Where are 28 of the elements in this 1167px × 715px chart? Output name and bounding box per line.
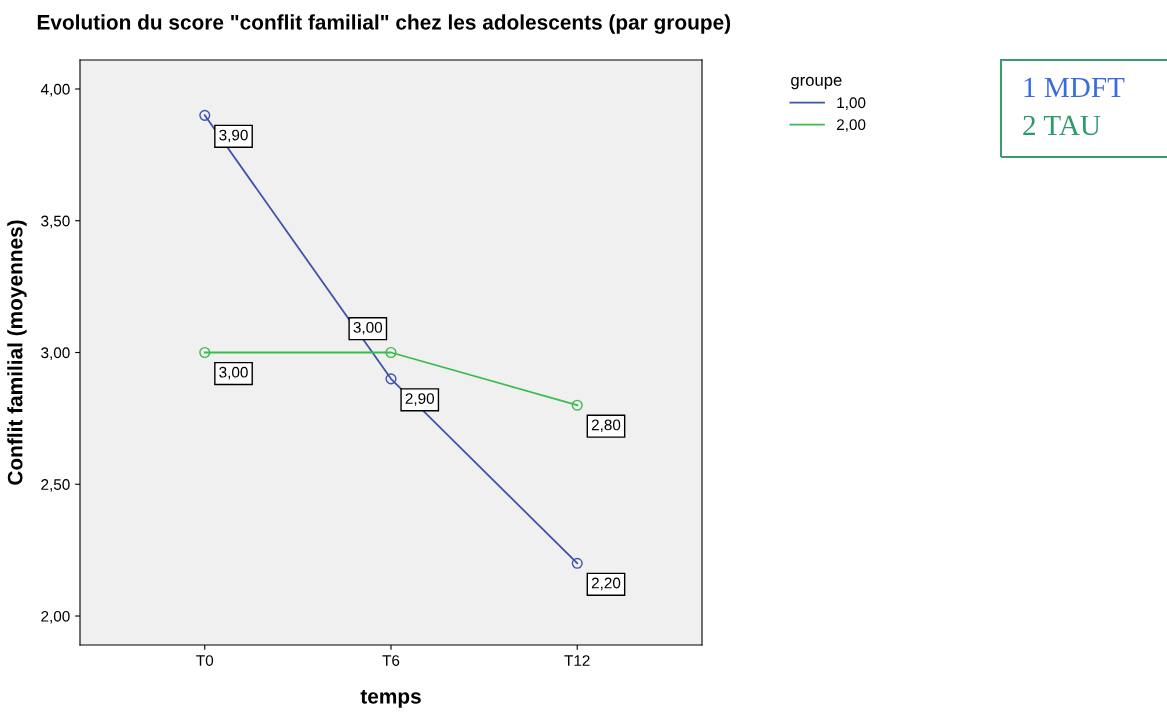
legend-label: 2,00 <box>836 119 866 132</box>
data-label: 2,20 <box>591 577 621 591</box>
chart-title: Evolution du score "conflit familial" chez les adolescents (par groupe) <box>37 14 731 34</box>
point <box>571 557 583 569</box>
legend-label: 1,00 <box>837 97 866 110</box>
point <box>571 399 583 411</box>
y-axis-title: Conflit familial (moyennes) <box>7 220 27 485</box>
data-label: 2,80 <box>591 419 621 433</box>
point <box>199 109 211 121</box>
y-tick-label: 2,50 <box>41 479 70 492</box>
y-tick-label: 3,00 <box>41 347 70 360</box>
x-tick-label: T6 <box>382 655 400 666</box>
x-axis-title: temps <box>360 689 421 708</box>
y-tick-label: 3,50 <box>41 215 70 229</box>
point <box>385 373 397 385</box>
data-label: 3,00 <box>353 322 383 335</box>
legend-title: groupe <box>791 76 842 90</box>
x-tick-label: T12 <box>564 655 590 666</box>
point <box>199 346 211 359</box>
text: 2 TAU <box>1023 115 1101 136</box>
y-tick-label: 2,00 <box>41 610 70 624</box>
x-tick-label: T0 <box>196 655 214 666</box>
text: 1 MDFT <box>1024 77 1125 98</box>
y-tick-label: 4,00 <box>40 83 70 97</box>
data-label: 3,90 <box>219 129 248 143</box>
data-label: 2,90 <box>405 393 435 406</box>
point <box>385 346 397 359</box>
data-label: 3,00 <box>219 366 248 380</box>
